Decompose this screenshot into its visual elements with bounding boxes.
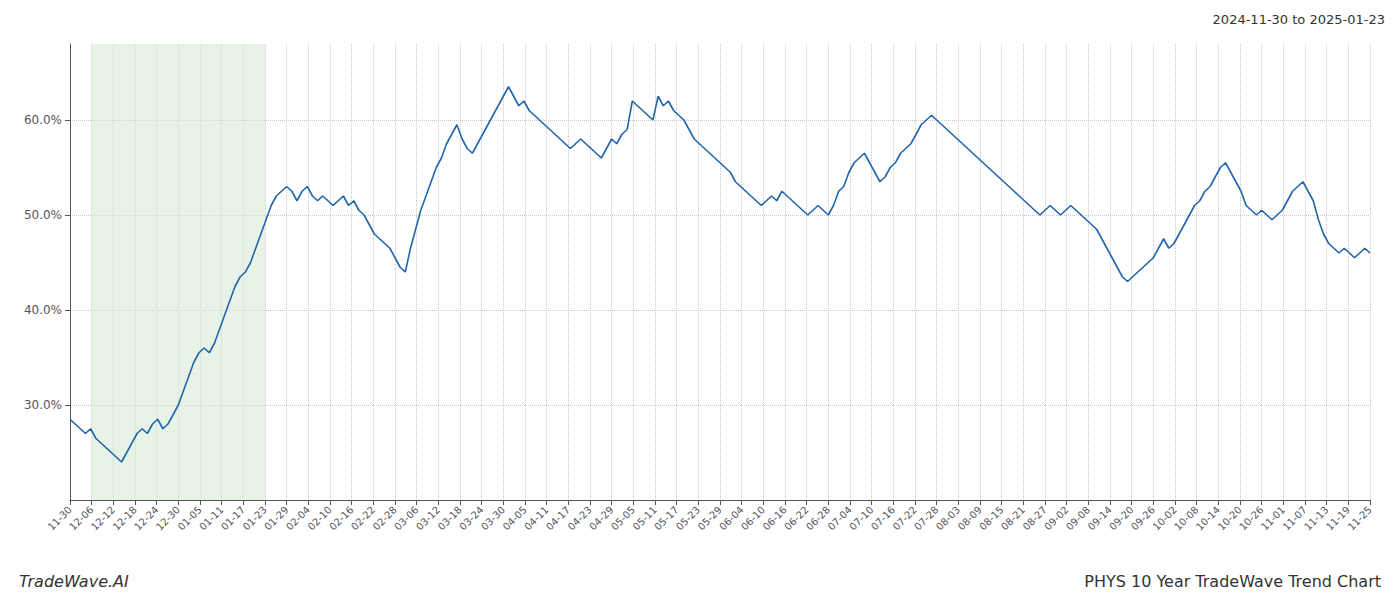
svg-text:08-15: 08-15 <box>977 504 1006 533</box>
svg-text:TradeWave.AI: TradeWave.AI <box>19 572 129 591</box>
svg-text:04-05: 04-05 <box>500 504 529 533</box>
svg-text:2024-11-30 to 2025-01-23: 2024-11-30 to 2025-01-23 <box>1213 12 1385 27</box>
svg-text:04-17: 04-17 <box>543 504 573 533</box>
svg-text:09-26: 09-26 <box>1128 504 1158 533</box>
svg-text:05-17: 05-17 <box>652 504 681 533</box>
svg-text:30.0%: 30.0% <box>24 398 62 412</box>
svg-text:07-04: 07-04 <box>825 504 854 533</box>
svg-text:05-29: 05-29 <box>695 504 724 533</box>
svg-text:11-01: 11-01 <box>1258 504 1288 533</box>
svg-text:10-26: 10-26 <box>1237 504 1266 533</box>
svg-text:09-20: 09-20 <box>1107 504 1136 533</box>
svg-text:01-17: 01-17 <box>218 504 248 533</box>
svg-text:11-07: 11-07 <box>1280 504 1309 533</box>
svg-text:07-16: 07-16 <box>868 504 898 533</box>
svg-text:40.0%: 40.0% <box>24 303 62 317</box>
svg-text:08-09: 08-09 <box>955 504 984 533</box>
svg-text:11-25: 11-25 <box>1346 504 1374 532</box>
svg-text:12-30: 12-30 <box>153 504 183 533</box>
svg-text:10-14: 10-14 <box>1193 504 1223 533</box>
svg-text:07-10: 07-10 <box>847 504 876 533</box>
svg-text:07-22: 07-22 <box>890 504 919 533</box>
svg-text:06-28: 06-28 <box>803 504 833 533</box>
svg-text:11-13: 11-13 <box>1302 504 1331 533</box>
svg-text:04-23: 04-23 <box>565 504 594 533</box>
svg-text:10-02: 10-02 <box>1150 504 1179 533</box>
svg-text:06-16: 06-16 <box>760 504 789 533</box>
svg-text:10-20: 10-20 <box>1215 504 1244 533</box>
svg-text:06-22: 06-22 <box>782 504 811 533</box>
svg-text:01-23: 01-23 <box>240 504 269 533</box>
svg-text:03-30: 03-30 <box>478 504 508 533</box>
svg-text:04-29: 04-29 <box>587 504 616 533</box>
svg-text:02-04: 02-04 <box>283 504 313 533</box>
svg-text:06-04: 06-04 <box>717 504 746 533</box>
svg-text:12-18: 12-18 <box>110 504 139 533</box>
svg-text:01-11: 01-11 <box>197 504 226 533</box>
svg-text:09-02: 09-02 <box>1042 504 1071 533</box>
svg-text:05-11: 05-11 <box>630 504 659 533</box>
svg-text:08-21: 08-21 <box>998 504 1028 533</box>
svg-text:03-12: 03-12 <box>413 504 443 533</box>
svg-text:02-10: 02-10 <box>305 504 334 533</box>
svg-text:PHYS 10 Year TradeWave Trend C: PHYS 10 Year TradeWave Trend Chart <box>1084 572 1381 591</box>
svg-text:03-24: 03-24 <box>457 504 486 533</box>
svg-text:10-08: 10-08 <box>1172 504 1201 533</box>
svg-text:50.0%: 50.0% <box>24 208 62 222</box>
svg-text:06-10: 06-10 <box>738 504 768 533</box>
svg-text:11-19: 11-19 <box>1323 504 1353 533</box>
svg-text:60.0%: 60.0% <box>24 113 62 127</box>
svg-text:08-03: 08-03 <box>933 504 963 533</box>
svg-text:03-18: 03-18 <box>435 504 464 533</box>
svg-text:12-06: 12-06 <box>67 504 96 533</box>
svg-text:05-23: 05-23 <box>673 504 703 533</box>
svg-text:01-05: 01-05 <box>175 504 204 533</box>
svg-text:08-27: 08-27 <box>1020 504 1049 533</box>
svg-text:09-14: 09-14 <box>1085 504 1114 533</box>
svg-text:02-28: 02-28 <box>370 504 399 533</box>
svg-text:04-11: 04-11 <box>522 504 551 533</box>
svg-text:02-16: 02-16 <box>327 504 356 533</box>
svg-text:03-06: 03-06 <box>392 504 421 533</box>
svg-text:07-28: 07-28 <box>912 504 941 533</box>
svg-text:12-12: 12-12 <box>88 504 118 533</box>
svg-text:12-24: 12-24 <box>132 504 161 533</box>
svg-text:02-22: 02-22 <box>348 504 378 533</box>
svg-text:05-05: 05-05 <box>608 504 638 533</box>
svg-text:11-30: 11-30 <box>45 504 74 533</box>
svg-text:09-08: 09-08 <box>1063 504 1093 533</box>
svg-text:01-29: 01-29 <box>262 504 291 533</box>
